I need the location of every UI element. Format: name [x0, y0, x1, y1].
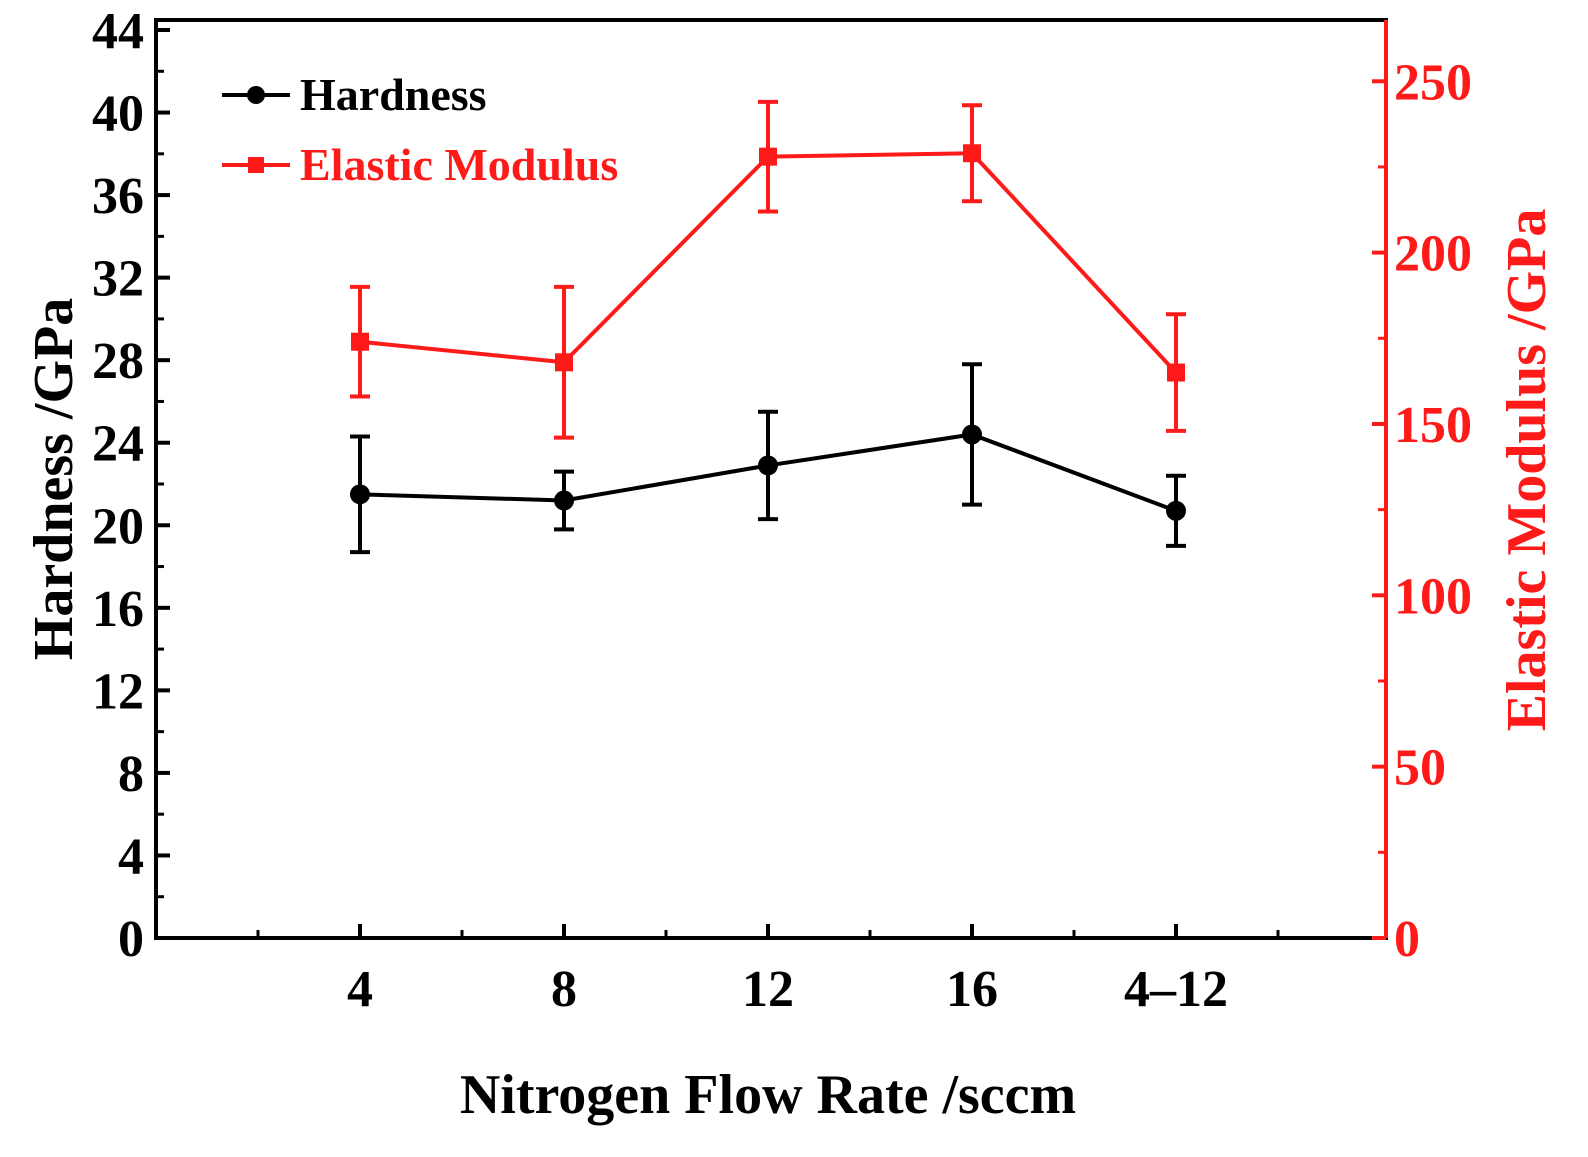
- y-right-tick-label: 250: [1394, 54, 1472, 111]
- y-left-tick-label: 24: [92, 416, 144, 473]
- x-axis-title: Nitrogen Flow Rate /sccm: [460, 1064, 1076, 1126]
- y-right-tick-label: 200: [1394, 226, 1472, 283]
- y-right-axis-title: Elastic Modulus /GPa: [1496, 209, 1558, 732]
- y-left-tick-label: 44: [92, 3, 144, 60]
- x-tick-label: 8: [551, 961, 577, 1018]
- elastic-modulus-point: [759, 147, 777, 166]
- legend-hardness-marker: [247, 86, 265, 104]
- hardness-point: [554, 490, 574, 511]
- x-tick-label: 4–12: [1124, 961, 1228, 1018]
- elastic-modulus-point: [1167, 363, 1185, 382]
- elastic-modulus-point: [351, 332, 369, 351]
- x-tick-label: 12: [742, 961, 794, 1018]
- x-tick-label: 4: [347, 961, 373, 1018]
- hardness-point: [758, 455, 778, 476]
- y-left-tick-label: 36: [92, 168, 144, 225]
- hardness-point: [1166, 500, 1186, 521]
- y-right-tick-label: 100: [1394, 568, 1472, 625]
- y-left-tick-label: 4: [118, 828, 144, 885]
- x-tick-label: 16: [946, 961, 998, 1018]
- y-right-tick-label: 50: [1394, 740, 1446, 797]
- elastic-modulus-point: [963, 144, 981, 163]
- legend-hardness-label: Hardness: [300, 69, 487, 120]
- y-left-tick-label: 16: [92, 581, 144, 638]
- y-left-tick-label: 32: [92, 251, 144, 308]
- y-right-tick-label: 150: [1394, 397, 1472, 454]
- y-left-axis-title: Hardness /GPa: [23, 298, 85, 660]
- y-left-tick-label: 28: [92, 333, 144, 390]
- legend-elastic-modulus-label: Elastic Modulus: [300, 139, 618, 190]
- y-left-tick-label: 0: [118, 911, 144, 968]
- y-right-tick-label: 0: [1394, 911, 1420, 968]
- elastic-modulus-point: [555, 353, 573, 372]
- y-left-tick-label: 12: [92, 663, 144, 720]
- y-left-tick-label: 8: [118, 746, 144, 803]
- y-left-tick-label: 20: [92, 498, 144, 555]
- legend-elastic-modulus-marker: [248, 157, 264, 173]
- hardness-point: [962, 424, 982, 445]
- y-left-tick-label: 40: [92, 86, 144, 143]
- hardness-point: [350, 484, 370, 505]
